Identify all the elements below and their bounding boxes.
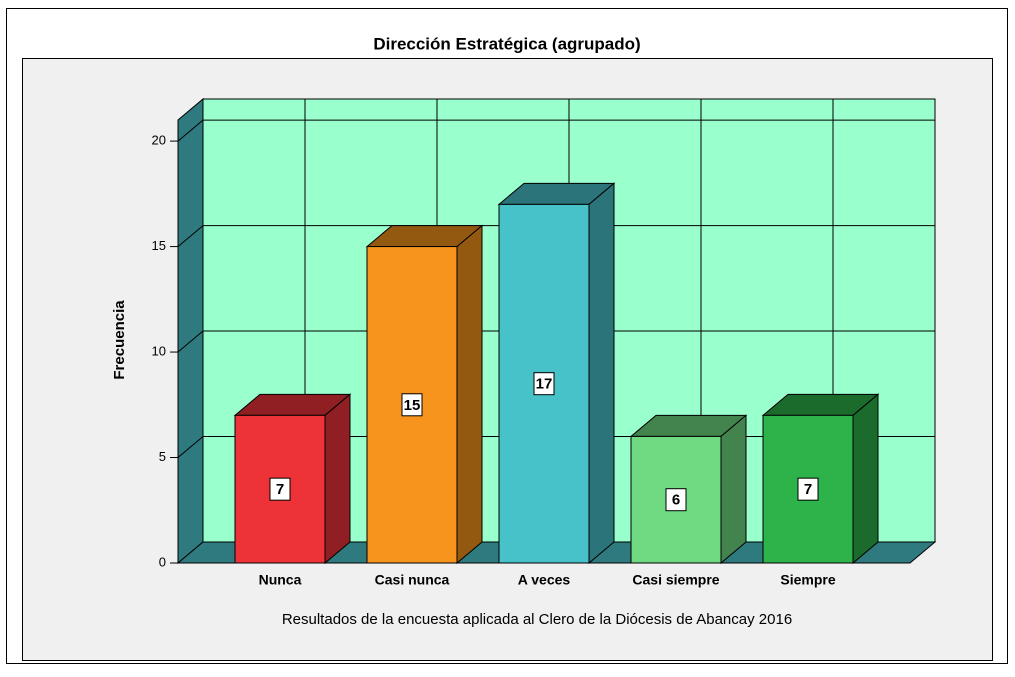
x-tick-label: A veces [518,572,571,588]
bar-side [852,393,879,565]
x-tick-label: Casi siempre [632,572,719,588]
x-axis-label: Resultados de la encuesta aplicada al Cl… [282,611,792,628]
y-tick-label: 0 [159,554,166,569]
value-label: 15 [404,397,421,414]
value-label: 7 [276,481,284,498]
value-label: 6 [672,492,680,509]
grid-line-side [177,225,204,247]
bar-side [588,182,615,565]
x-tick-label: Casi nunca [375,572,450,588]
plot: 0 5 10 15 20 Nunca 7 Casi nunca 15 A veces 17 Casi … [152,97,937,588]
bar-side [720,414,747,565]
grid-line-side [177,330,204,353]
x-tick-label: Nunca [259,572,302,588]
chart-title: Dirección Estratégica (agrupado) [373,34,640,53]
value-label-box [665,488,687,512]
y-tick-label: 20 [152,133,166,148]
left-wall [177,97,204,565]
value-label: 17 [536,376,553,393]
y-tick-label: 10 [152,343,166,358]
bar-side [456,224,483,565]
bar-side [324,393,351,565]
y-axis-label: Frecuencia [111,300,128,380]
value-label-box [533,372,555,396]
value-label-box [269,477,291,501]
x-tick-label: Siempre [780,572,835,588]
value-label: 7 [804,481,812,498]
y-tick-label: 15 [152,238,166,253]
grid-line-side [177,436,204,458]
value-label-box [797,477,819,501]
y-tick-label: 5 [159,449,166,464]
value-label-box [401,393,423,417]
grid-line-side [177,119,204,142]
